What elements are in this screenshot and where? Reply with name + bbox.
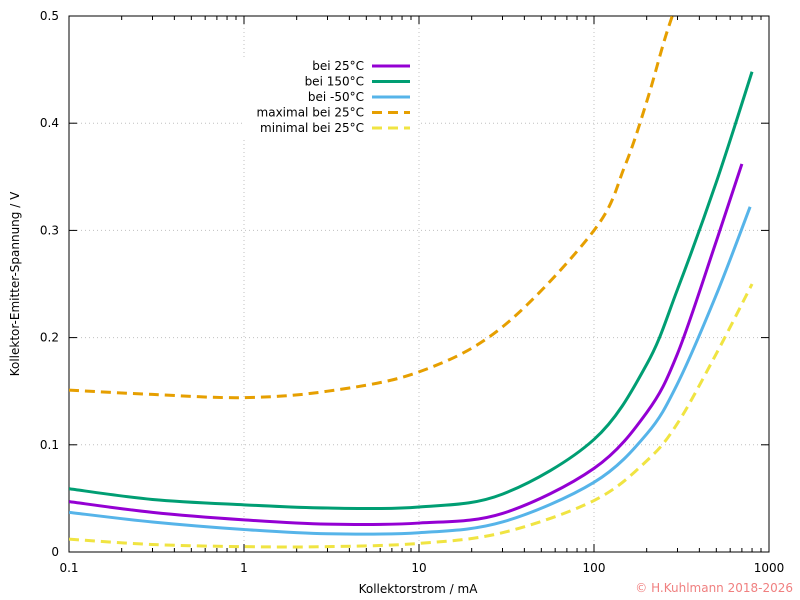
series-line-5	[69, 283, 754, 549]
series-line-2	[69, 71, 754, 511]
y-axis-label: Kollektor-Emitter-Spannung / V	[8, 191, 22, 376]
x-tick-label: 1000	[754, 561, 785, 575]
y-tick-label: 0	[51, 545, 59, 559]
x-tick-label: 100	[583, 561, 606, 575]
y-tick-label: 0.2	[40, 331, 59, 345]
legend-label: bei -50°C	[308, 90, 364, 104]
y-tick-label: 0.3	[40, 223, 59, 237]
series-lines	[69, 16, 754, 549]
grid-lines	[69, 16, 769, 552]
series-line-4	[69, 16, 674, 400]
x-tick-label: 1	[240, 561, 248, 575]
copyright-notice: © H.Kuhlmann 2018-2026	[635, 581, 793, 595]
series-line-1	[69, 163, 744, 526]
legend-label: bei 150°C	[305, 75, 364, 89]
legend-label: bei 25°C	[312, 59, 364, 73]
x-tick-label: 10	[411, 561, 426, 575]
y-tick-label: 0.5	[40, 9, 59, 23]
x-tick-label: 0.1	[59, 561, 78, 575]
y-tick-label: 0.4	[40, 116, 59, 130]
legend-label: minimal bei 25°C	[260, 121, 364, 135]
y-tick-label: 0.1	[40, 438, 59, 452]
x-axis-label: Kollektorstrom / mA	[359, 582, 479, 596]
series-line-3	[69, 206, 752, 536]
legend-label: maximal bei 25°C	[257, 106, 364, 120]
